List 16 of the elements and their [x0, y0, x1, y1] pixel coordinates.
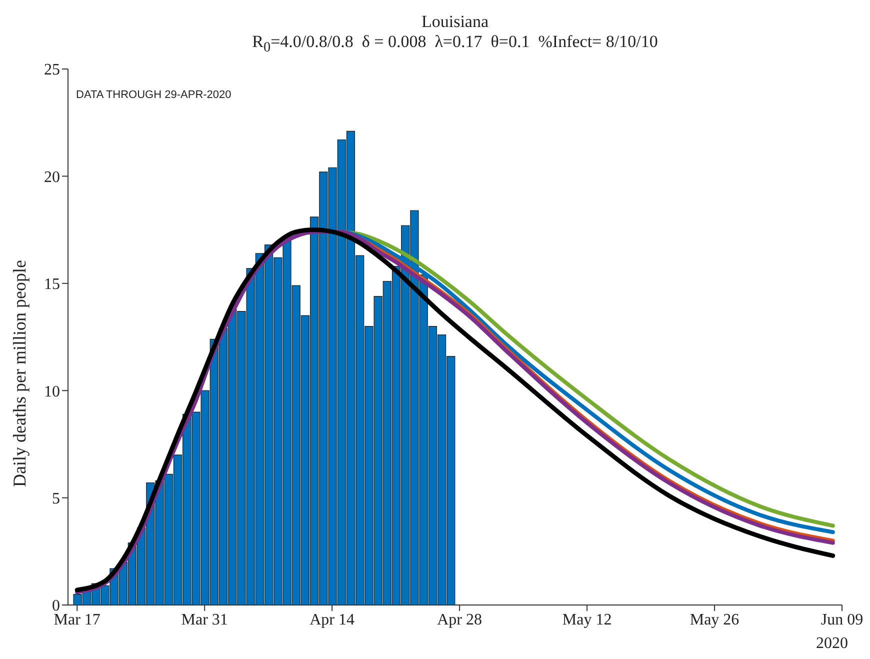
y-tick-label: 15: [44, 276, 60, 294]
y-tick-label: 25: [44, 62, 60, 79]
x-tick-label: Apr 14: [310, 611, 355, 628]
x-tick-label: Apr 28: [437, 611, 482, 628]
text: 2020: [815, 635, 849, 653]
chart-subtitle: R$_{0}$=4.0/0.8/0.8 δ = 0.008 λ=0.17 θ=0.1 %Infect= 8/10/10: [252, 32, 658, 56]
y-axis-title: Daily deaths per million people: [9, 260, 30, 487]
chart-title: Louisiana: [420, 12, 490, 32]
y-tick-label: 5: [52, 490, 60, 508]
x-tick-label: Mar 31: [181, 611, 228, 628]
y-tick-label: 10: [44, 383, 60, 400]
x-tick-label: May 26: [690, 611, 740, 628]
x-tick-label: Jun 09: [820, 611, 864, 628]
y-tick-label: 20: [44, 168, 60, 186]
annotation: DATA THROUGH 29-APR-2020: [76, 89, 232, 101]
x-tick-label: May 12: [562, 611, 612, 628]
